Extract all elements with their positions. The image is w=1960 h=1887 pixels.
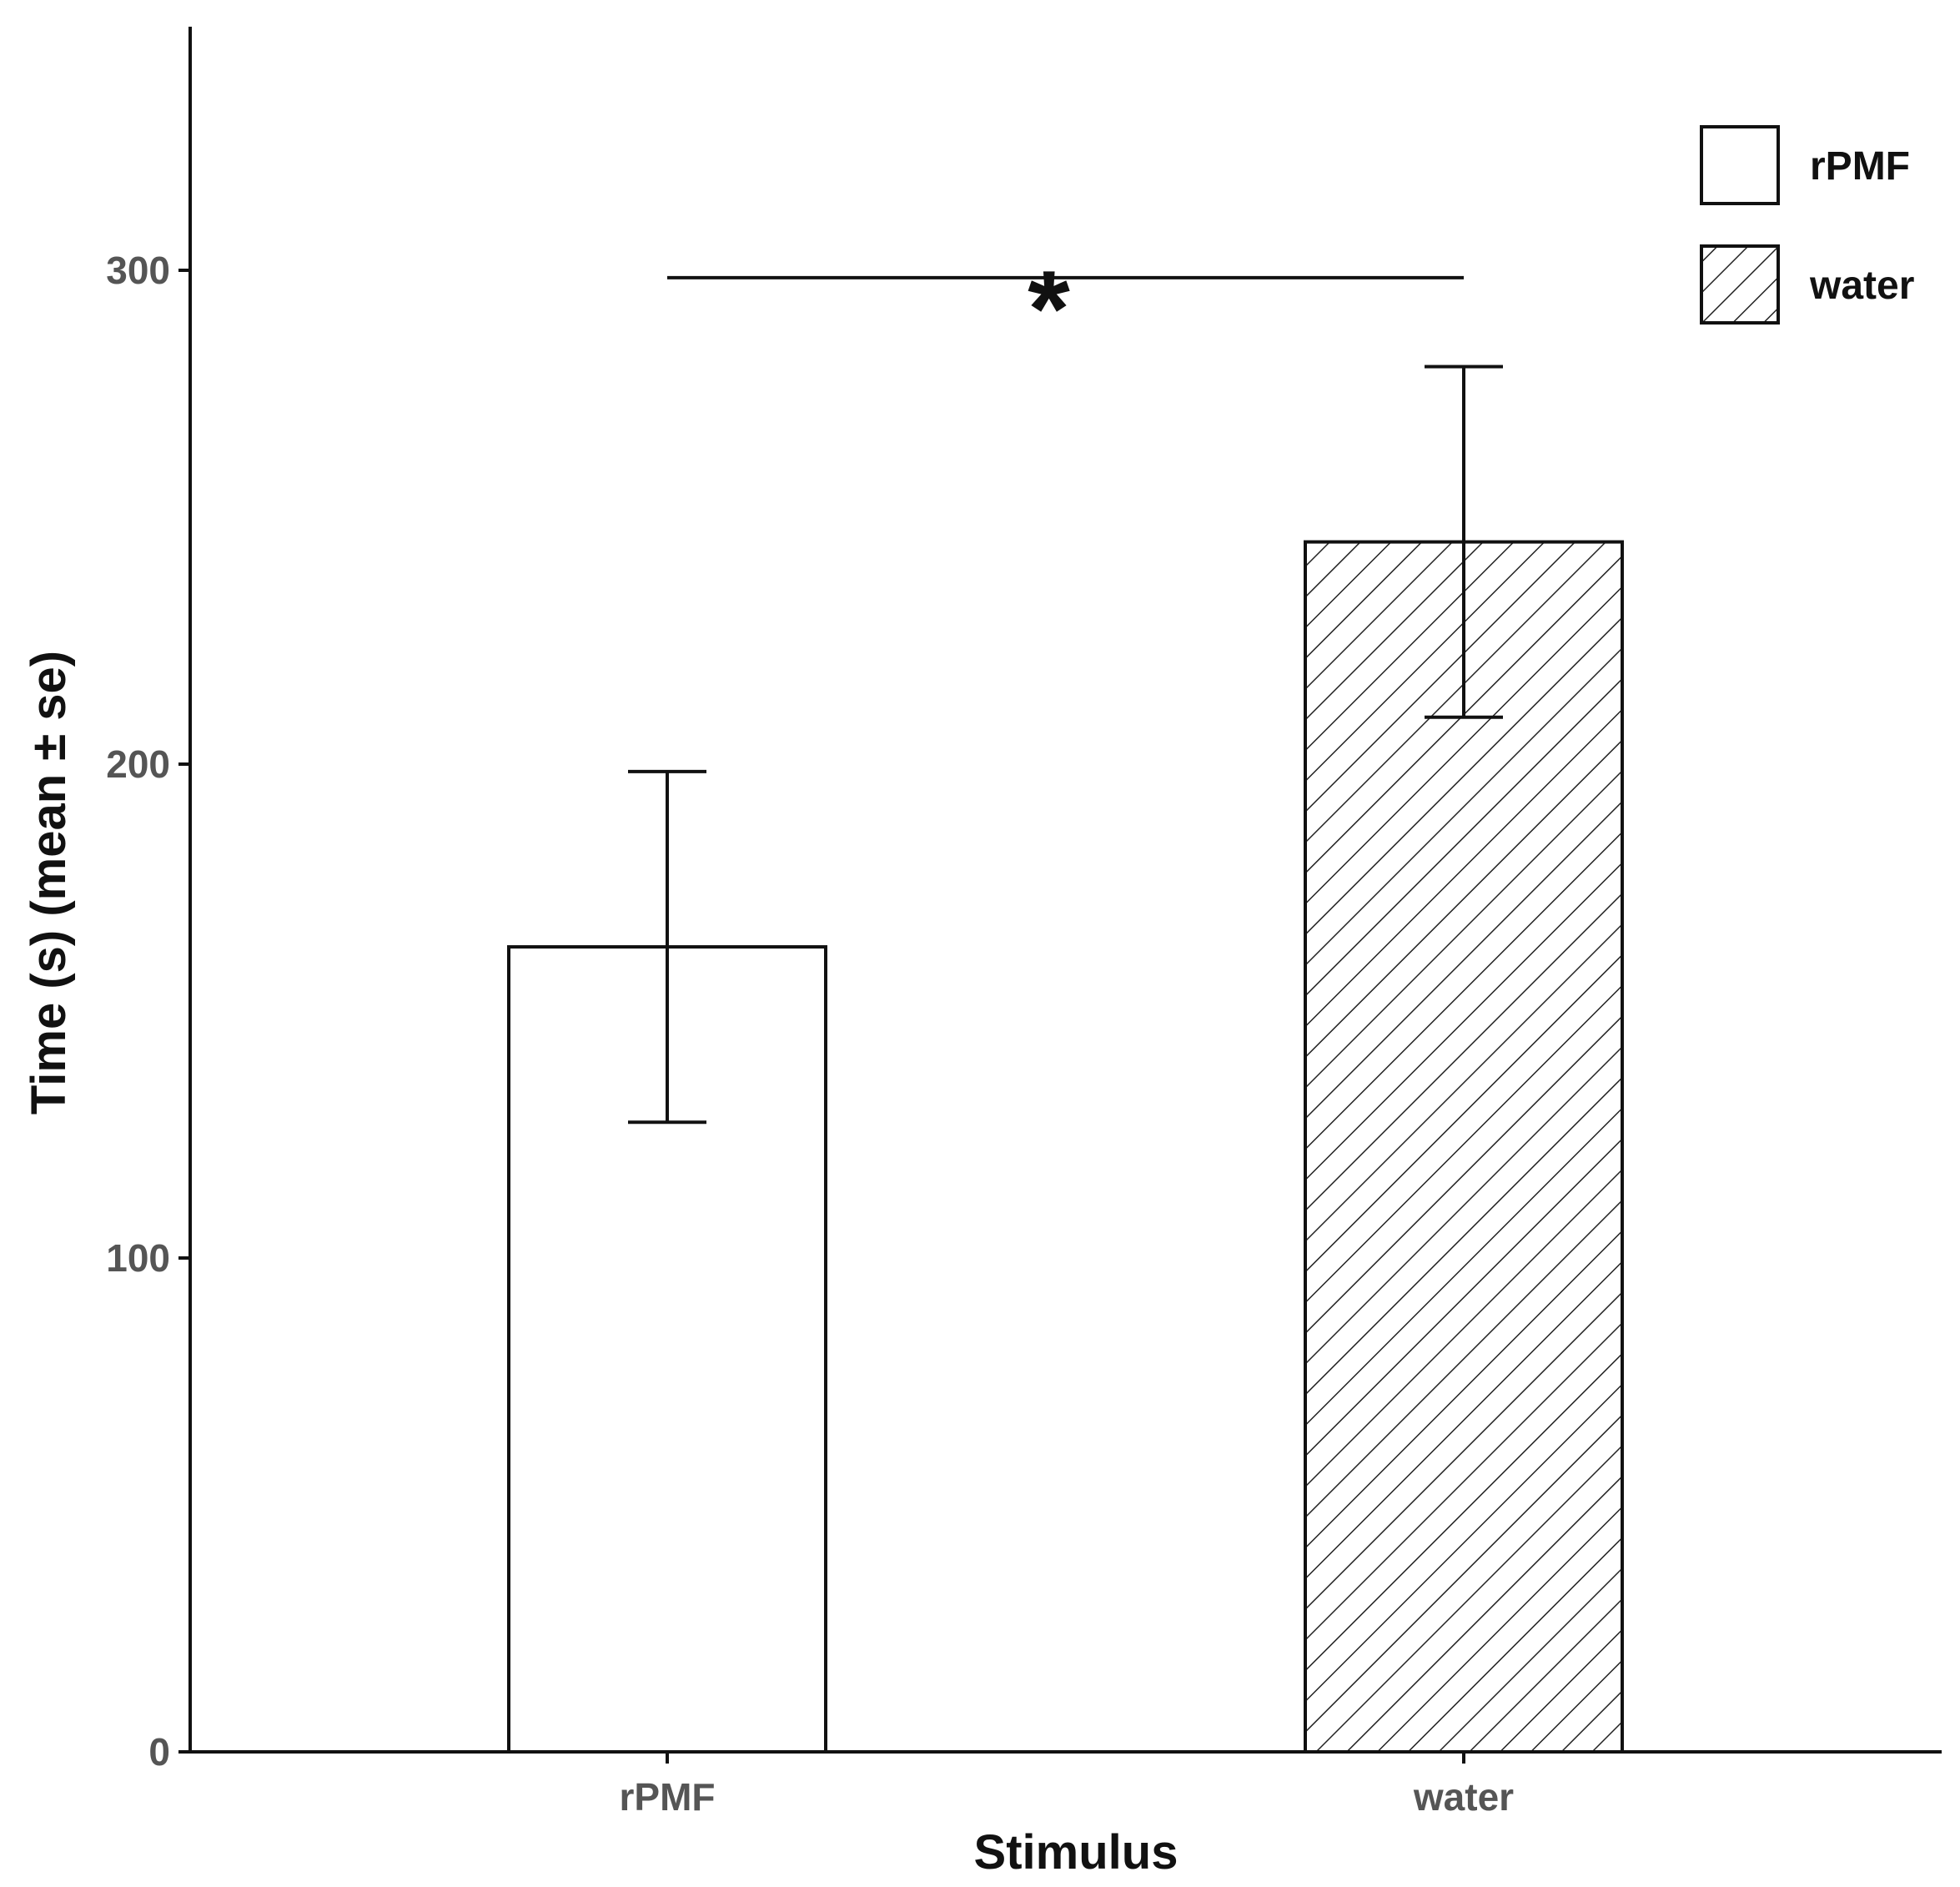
significance-marker: * (1028, 248, 1070, 370)
legend-key-rPMF (1700, 125, 1780, 205)
legend-key-water (1700, 244, 1780, 325)
y-ticks: 0 100 200 300 (106, 249, 190, 1774)
bar-water (1304, 540, 1624, 1754)
legend-label: rPMF (1810, 144, 1910, 189)
legend-label: water (1809, 264, 1914, 308)
x-tick-label: rPMF (620, 1775, 716, 1819)
x-axis-title: Stimulus (974, 1825, 1179, 1879)
y-tick-label: 0 (148, 1730, 170, 1774)
y-axis-title: Time (s) (mean ± se) (22, 651, 76, 1115)
legend: rPMF water (1700, 125, 1914, 325)
bars (507, 540, 1624, 1754)
y-tick-label: 200 (106, 742, 170, 786)
y-tick-label: 100 (106, 1236, 170, 1280)
error-bars (628, 365, 1503, 1125)
y-tick-label: 300 (106, 249, 170, 292)
x-ticks: rPMF water (620, 1752, 1514, 1819)
x-tick-label: water (1413, 1775, 1514, 1819)
